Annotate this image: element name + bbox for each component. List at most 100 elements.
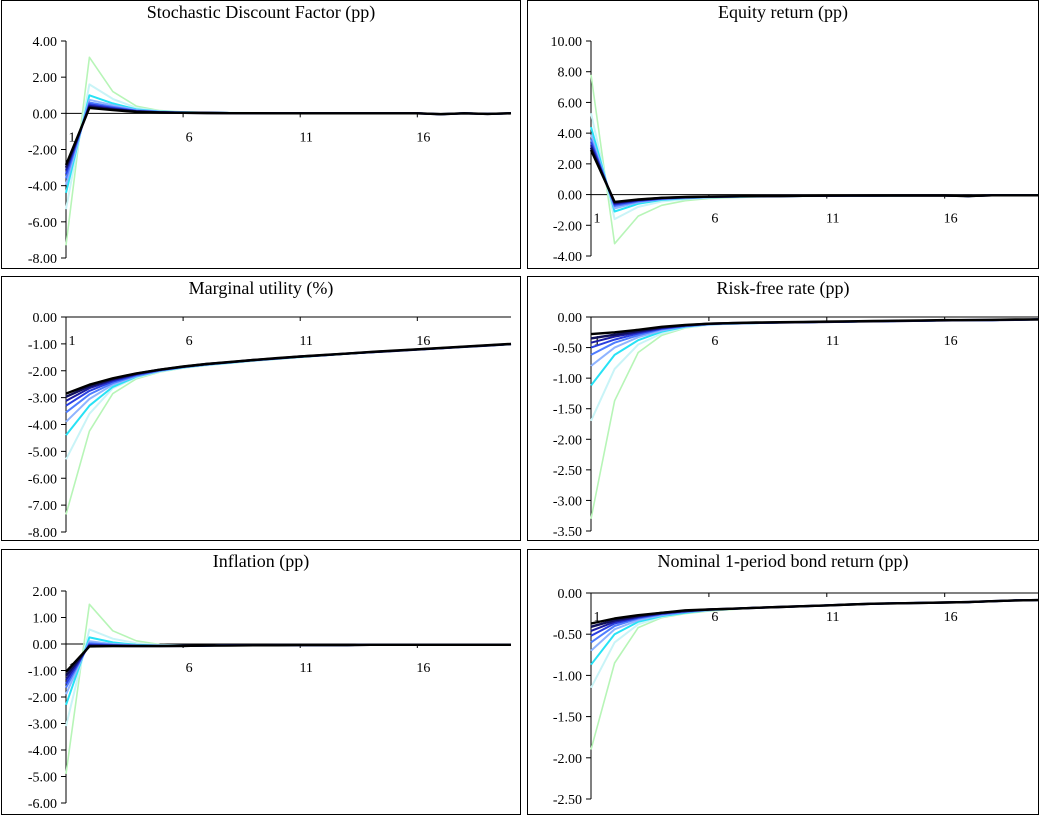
y-tick-label: -1.50	[553, 403, 582, 418]
series-line	[589, 149, 1038, 204]
series-line	[65, 643, 511, 685]
x-tick-label: 11	[299, 661, 312, 676]
y-tick-label: -4.00	[553, 250, 582, 265]
y-tick-label: -1.00	[553, 669, 582, 684]
y-tick-label: 0.00	[558, 189, 583, 204]
y-tick-label: -3.00	[28, 718, 57, 733]
y-tick-label: -4.00	[28, 419, 57, 434]
y-tick-label: 1.00	[33, 612, 58, 627]
x-tick-label: 6	[186, 334, 193, 349]
y-tick-label: -7.00	[28, 499, 57, 514]
y-tick-label: -8.00	[28, 526, 57, 540]
chart-panel-sdf: Stochastic Discount Factor (pp) 4.00 2.00…	[1, 0, 521, 269]
chart-plot: 0.00 -0.50 -1.00 -1.50 -2.00 -2.50 -3.00 -3.50 1…	[553, 311, 1038, 540]
x-tick-label: 1	[594, 212, 601, 227]
x-tick-label: 1	[594, 610, 601, 625]
y-tick-label: -6.00	[28, 216, 57, 231]
series-line	[65, 343, 512, 515]
chart-panel-nominal-bond-return: Nominal 1-period bond return (pp) 0.00 -0…	[527, 549, 1039, 815]
y-tick-label: 2.00	[33, 585, 58, 600]
chart-plot: 0.00-0.50-1.00-1.50-2.00-2.501 6 11 16	[553, 587, 1038, 808]
y-tick-label: -2.50	[553, 464, 582, 479]
y-tick-label: 2.00	[558, 158, 583, 173]
chart-plot: 0.00 -1.00 -2.00 -3.00 -4.00 -5.00 -6.00 -7.00 -…	[28, 311, 512, 540]
x-tick-label: 11	[299, 334, 312, 349]
y-tick-label: 0.00	[33, 311, 58, 326]
x-tick-label: 16	[944, 334, 958, 349]
y-tick-label: 6.00	[558, 96, 583, 111]
y-tick-label: -4.00	[28, 180, 57, 195]
x-tick-label: 1	[69, 130, 76, 145]
series-line	[65, 603, 511, 775]
series-line	[64, 106, 512, 166]
y-tick-label: 2.00	[33, 71, 58, 86]
series-line	[590, 318, 1038, 519]
chart-title: Nominal 1-period bond return (pp)	[657, 551, 909, 571]
chart-plot: 4.002.000.00-2.00-4.00-6.00-8.001 6 11 16	[28, 35, 512, 267]
x-tick-label: 6	[711, 212, 718, 227]
series-line	[65, 643, 511, 673]
series-line	[590, 599, 1038, 652]
series-line	[65, 342, 512, 395]
x-tick-label: 11	[299, 130, 312, 145]
y-tick-label: -0.50	[553, 628, 582, 643]
chart-plot: 2.00 1.00 0.00 -1.00 -2.00 -3.00 -4.00 -5.00 -6.…	[28, 585, 511, 812]
y-tick-label: -3.00	[553, 494, 582, 509]
y-tick-label: 0.00	[33, 107, 58, 122]
y-tick-label: -4.00	[28, 744, 57, 759]
y-tick-label: 0.00	[558, 311, 583, 326]
x-tick-label: 11	[826, 334, 839, 349]
x-tick-label: 6	[186, 130, 193, 145]
y-tick-label: 8.00	[558, 66, 583, 81]
chart-title: Risk-free rate (pp)	[716, 278, 850, 298]
series-line	[65, 342, 512, 398]
x-tick-label: 6	[711, 334, 718, 349]
y-tick-label: 4.00	[33, 35, 58, 50]
series-line	[64, 105, 512, 169]
chart-panel-marginal-utility: Marginal utility (%) 0.00 -1.00 -2.00 -3.00…	[1, 276, 521, 541]
y-tick-label: -2.00	[553, 433, 582, 448]
y-tick-label: 0.00	[558, 587, 583, 602]
series-line	[590, 318, 1038, 336]
series-line	[65, 343, 512, 423]
series-line	[590, 74, 1038, 245]
series-line	[590, 599, 1038, 750]
y-tick-label: -3.00	[28, 392, 57, 407]
series-line	[65, 643, 511, 677]
y-tick-label: -6.00	[28, 472, 57, 487]
series-line	[590, 318, 1038, 422]
series-line	[590, 599, 1038, 666]
x-tick-label: 6	[186, 661, 193, 676]
series-line	[590, 598, 1038, 625]
x-tick-label: 11	[826, 610, 839, 625]
y-tick-label: -1.50	[553, 711, 582, 726]
y-tick-label: -1.00	[553, 372, 582, 387]
x-tick-label: 6	[711, 610, 718, 625]
y-tick-label: -2.00	[28, 365, 57, 380]
y-tick-label: -2.00	[28, 691, 57, 706]
y-tick-label: 4.00	[558, 127, 583, 142]
x-tick-label: 16	[944, 212, 958, 227]
series-line	[65, 343, 512, 402]
x-tick-label: 16	[416, 661, 430, 676]
chart-panel-equity-return: Equity return (pp) 1 0.00 8.00 6.00 4.00 2.00…	[527, 0, 1039, 269]
chart-panel-inflation: Inflation (pp) 2.00 1.00 0.00 -1.00 -2.00 -3.…	[1, 549, 521, 815]
chart-title: Inflation (pp)	[212, 551, 310, 571]
y-tick-label: -2.00	[28, 144, 57, 159]
series-line	[65, 640, 511, 695]
y-tick-label: -5.00	[28, 771, 57, 786]
x-tick-label: 16	[416, 334, 430, 349]
chart-title: Marginal utility (%)	[188, 278, 334, 298]
y-tick-label: -8.00	[28, 252, 57, 267]
y-tick-label: -0.50	[553, 342, 582, 357]
series-line	[65, 343, 512, 460]
series-line	[65, 56, 512, 246]
chart-title: Stochastic Discount Factor (pp)	[146, 2, 376, 22]
series-line	[65, 642, 511, 689]
x-tick-label: 11	[826, 212, 839, 227]
series-line	[65, 104, 512, 171]
series-line	[590, 112, 1038, 221]
series-line	[65, 636, 511, 706]
y-tick-label: -5.00	[28, 445, 57, 460]
chart-title: Equity return (pp)	[718, 2, 848, 22]
